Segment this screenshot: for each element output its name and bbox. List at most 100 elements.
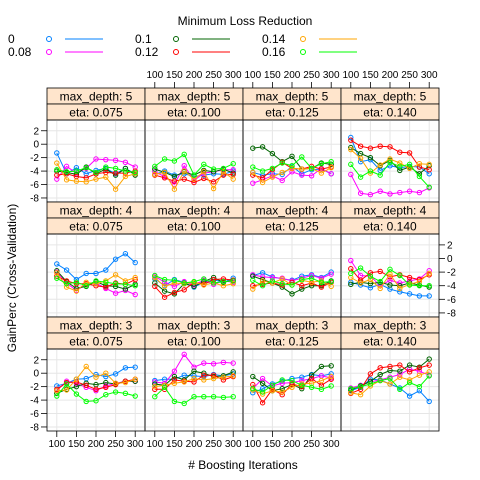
data-point (348, 146, 354, 153)
legend-entry: 0.16 (262, 45, 357, 59)
left-y-axis: -8 -6 -4 -2 0 2 -8 -6 -4 -2 0 2 (30, 126, 47, 433)
data-point (112, 256, 119, 262)
data-point (269, 174, 276, 180)
x-tick-label: 300 (225, 70, 242, 81)
x-tick-label: 300 (421, 70, 438, 81)
x-tick-label: 150 (166, 70, 183, 81)
data-point (112, 165, 119, 172)
data-point (122, 173, 129, 180)
series-line (252, 277, 332, 287)
data-point (83, 363, 89, 370)
data-point (93, 156, 99, 162)
data-point (406, 150, 413, 156)
data-point (54, 275, 60, 281)
data-point (54, 270, 60, 276)
x-tick-label: 250 (205, 439, 222, 450)
data-point (73, 165, 80, 171)
data-point (259, 144, 266, 150)
data-point (63, 177, 70, 183)
legend-point-marker (300, 36, 306, 42)
data-point (397, 285, 403, 292)
data-point (269, 165, 276, 172)
data-point (171, 377, 178, 383)
data-point (299, 276, 305, 283)
series-line (252, 379, 332, 393)
data-point (73, 288, 80, 294)
data-point (93, 374, 99, 380)
data-point (318, 363, 325, 370)
data-point (269, 274, 276, 281)
panel: max_depth: 5 eta: 0.100 (144, 87, 244, 203)
data-point (210, 166, 217, 172)
y-tick-label: -8 (30, 193, 39, 204)
data-point (377, 278, 383, 285)
legend-point-marker (300, 49, 306, 55)
data-point (367, 381, 374, 387)
series-line (154, 276, 234, 295)
data-point (230, 278, 236, 284)
data-point (210, 361, 217, 367)
panel: max_depth: 3 eta: 0.075 (46, 316, 146, 432)
data-point (367, 270, 374, 276)
data-point (387, 282, 393, 288)
data-point (279, 385, 285, 392)
data-point (83, 398, 89, 405)
data-point (112, 280, 119, 287)
legend-entry: 0.12 (135, 45, 230, 59)
data-point (289, 169, 295, 175)
data-point (348, 161, 354, 168)
data-point (63, 284, 70, 290)
data-point (63, 381, 70, 387)
series-line (252, 376, 332, 395)
data-point (191, 375, 197, 382)
data-point (171, 368, 178, 374)
data-point (377, 143, 383, 149)
data-point (250, 385, 256, 392)
panel: max_depth: 5 eta: 0.075 (46, 87, 146, 203)
data-point (426, 373, 432, 379)
data-point (308, 275, 315, 281)
panel: max_depth: 3 eta: 0.140 (340, 316, 440, 432)
series-line (350, 375, 430, 390)
y-tick-label: -4 (447, 281, 456, 292)
data-point (220, 377, 227, 383)
data-point (171, 186, 178, 192)
data-point (171, 380, 178, 386)
data-point (308, 165, 315, 172)
data-point (73, 168, 80, 174)
strip-bottom-label: eta: 0.100 (167, 106, 221, 120)
data-point (201, 161, 207, 168)
data-point (161, 156, 168, 162)
data-point (387, 156, 393, 162)
data-point (377, 162, 383, 168)
data-point (406, 393, 413, 399)
data-point (289, 163, 295, 169)
data-point (112, 389, 119, 395)
y-tick-label: -6 (30, 180, 39, 191)
data-point (426, 283, 432, 289)
data-point (181, 280, 187, 286)
data-point (308, 173, 315, 179)
data-point (259, 389, 266, 395)
series-line (154, 277, 234, 287)
data-point (152, 283, 158, 290)
data-point (210, 375, 217, 382)
data-point (171, 283, 178, 290)
panel: max_depth: 3 eta: 0.125 (242, 316, 342, 432)
data-point (191, 394, 197, 400)
data-point (161, 294, 168, 300)
data-point (397, 368, 403, 374)
data-point (152, 280, 158, 286)
y-tick-label: -4 (30, 396, 39, 407)
data-point (259, 168, 266, 174)
data-point (348, 270, 354, 277)
data-point (289, 377, 295, 384)
legend-label: 0.12 (135, 45, 159, 59)
strip-top-label: max_depth: 3 (256, 319, 329, 333)
series-line (154, 153, 234, 176)
strip-bottom-label: eta: 0.075 (69, 220, 123, 234)
data-point (308, 384, 315, 391)
panel-frame (340, 348, 440, 432)
y-tick-label: -6 (447, 295, 456, 306)
data-point (93, 398, 99, 404)
